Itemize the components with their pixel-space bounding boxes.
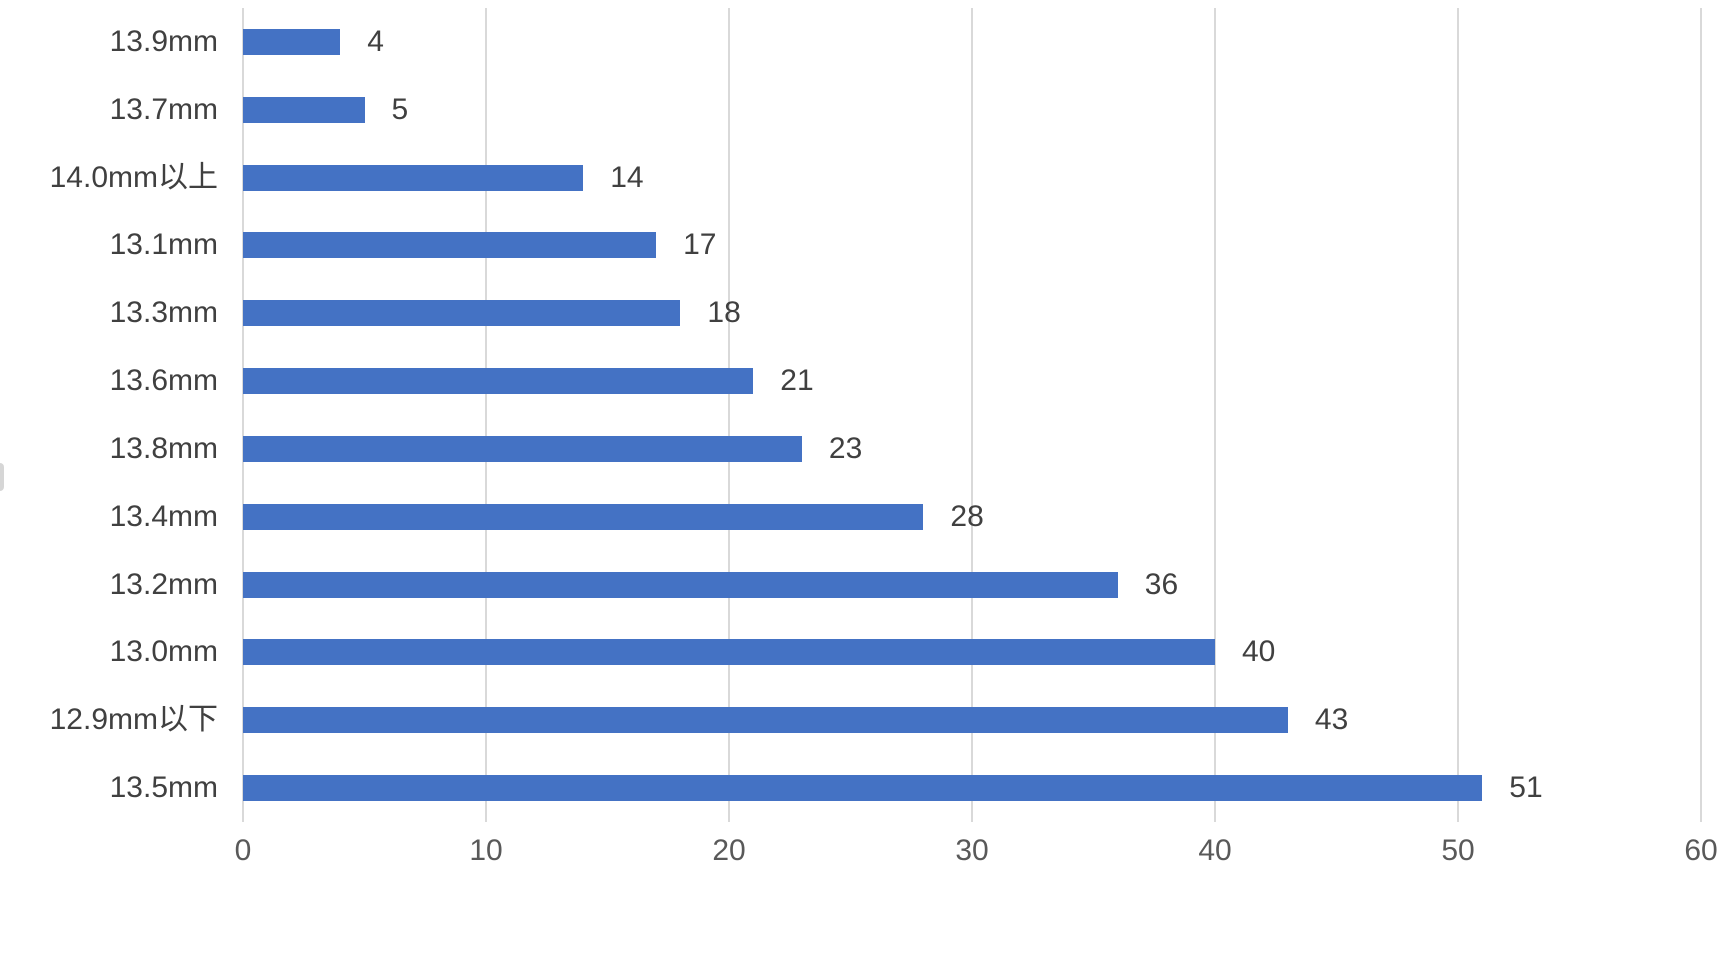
bar-row: 12.9mm以下 43 bbox=[50, 686, 1701, 754]
category-label: 13.2mm bbox=[109, 567, 218, 601]
bar bbox=[243, 164, 584, 191]
gridline bbox=[242, 8, 244, 822]
category-label: 13.7mm bbox=[109, 92, 218, 126]
bars-container: 13.9mm 4 13.7mm 5 14.0mm以上 14 13.1mm 17 13.3mm 18… bbox=[50, 8, 1701, 822]
bar bbox=[243, 96, 365, 123]
category-label: 13.3mm bbox=[109, 296, 218, 330]
data-label: 21 bbox=[780, 364, 814, 398]
bar-row: 13.7mm 5 bbox=[110, 76, 1701, 144]
category-label: 13.4mm bbox=[109, 499, 218, 533]
data-label: 43 bbox=[1314, 703, 1349, 737]
bar bbox=[243, 775, 1483, 802]
bar bbox=[243, 435, 802, 462]
bar bbox=[243, 368, 754, 395]
data-label: 51 bbox=[1509, 771, 1543, 805]
gridline bbox=[1457, 8, 1459, 822]
bar-row: 13.6mm 21 bbox=[110, 347, 1701, 415]
bar-row: 13.4mm 28 bbox=[110, 483, 1701, 551]
bar bbox=[243, 28, 341, 55]
x-tick-label: 50 bbox=[1441, 834, 1475, 867]
category-label: 13.5mm bbox=[109, 771, 218, 805]
x-tick-label: 30 bbox=[955, 834, 989, 867]
bar bbox=[243, 232, 657, 259]
category-label: 13.8mm bbox=[109, 431, 218, 465]
x-tick-label: 60 bbox=[1684, 834, 1718, 867]
bar bbox=[243, 300, 681, 327]
gridline bbox=[1700, 8, 1702, 822]
category-label: 13.6mm bbox=[109, 364, 218, 398]
bar-row: 13.5mm 51 bbox=[110, 754, 1701, 822]
x-tick-label: 10 bbox=[469, 834, 503, 867]
category-label: 12.9mm以下 bbox=[49, 703, 218, 737]
data-label: 23 bbox=[828, 431, 863, 465]
category-label: 13.0mm bbox=[109, 635, 218, 669]
gridline bbox=[728, 8, 730, 822]
data-label: 36 bbox=[1144, 567, 1179, 601]
data-label: 17 bbox=[683, 228, 717, 262]
gridline bbox=[1214, 8, 1216, 822]
bar bbox=[243, 571, 1118, 598]
x-tick-label: 20 bbox=[712, 834, 746, 867]
x-tick-label: 40 bbox=[1198, 834, 1232, 867]
data-label: 5 bbox=[391, 92, 409, 126]
bar-row: 14.0mm以上 14 bbox=[50, 144, 1701, 212]
category-label: 13.1mm bbox=[109, 228, 218, 262]
data-label: 4 bbox=[367, 24, 384, 58]
bar-row: 13.8mm 23 bbox=[110, 415, 1701, 483]
x-axis: 0 10 20 30 40 50 60 bbox=[235, 834, 1718, 876]
bar bbox=[243, 503, 924, 530]
bar bbox=[243, 707, 1288, 734]
category-label: 14.0mm以上 bbox=[49, 160, 218, 194]
bar-row: 13.3mm 18 bbox=[110, 279, 1701, 347]
gridline bbox=[971, 8, 973, 822]
bar-row: 13.1mm 17 bbox=[110, 211, 1701, 279]
plot-area: 13.9mm 4 13.7mm 5 14.0mm以上 14 13.1mm 17 13.3mm 18… bbox=[50, 8, 1702, 822]
data-label: 28 bbox=[950, 499, 984, 533]
data-label: 40 bbox=[1242, 635, 1276, 669]
bar-row: 13.0mm 40 bbox=[110, 618, 1701, 686]
category-label: 13.9mm bbox=[109, 24, 218, 58]
bar-row: 13.9mm 4 bbox=[110, 8, 1701, 76]
data-label: 14 bbox=[610, 160, 644, 194]
x-tick-label: 0 bbox=[234, 834, 252, 867]
bar bbox=[243, 639, 1215, 666]
bar-row: 13.2mm 36 bbox=[110, 551, 1701, 619]
data-label: 18 bbox=[707, 296, 741, 330]
gridline bbox=[485, 8, 487, 822]
cropped-axis-title-fragment bbox=[0, 463, 4, 491]
